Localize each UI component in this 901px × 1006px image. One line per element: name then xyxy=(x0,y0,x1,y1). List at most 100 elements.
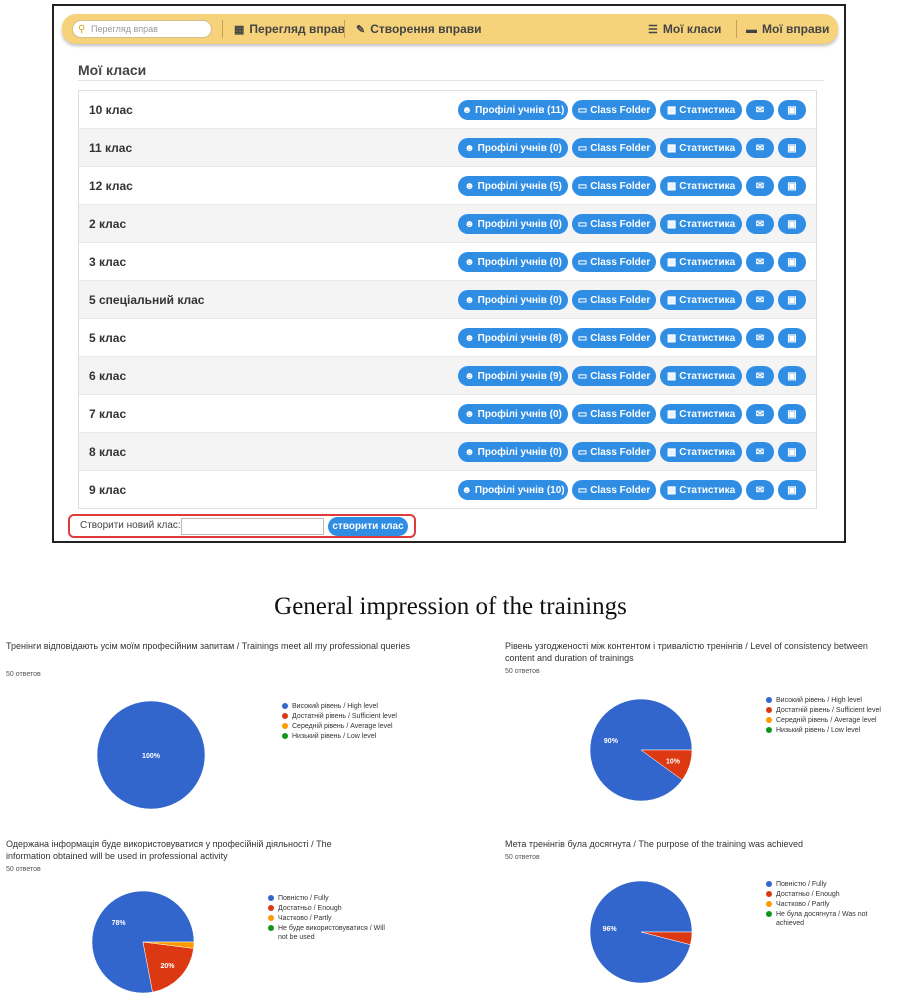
legend-label: Достатній рівень / Sufficient level xyxy=(776,707,881,714)
class-folder-button[interactable]: ▭ Class Folder xyxy=(572,138,656,158)
message-button[interactable]: ✉ xyxy=(746,480,774,500)
statistics-button[interactable]: ▩ Статистика xyxy=(660,366,742,386)
statistics-button[interactable]: ▩ Статистика xyxy=(660,480,742,500)
delete-button[interactable]: ▣ xyxy=(778,252,806,272)
student-profiles-button[interactable]: ☻ Профілі учнів (0) xyxy=(458,290,568,310)
envelope-icon: ✉ xyxy=(755,408,765,420)
trash-icon: ▣ xyxy=(787,104,797,116)
class-folder-button[interactable]: ▭ Class Folder xyxy=(572,328,656,348)
figure-caption: General impression of the trainings xyxy=(274,593,627,620)
legend-dot xyxy=(766,707,772,713)
class-folder-button[interactable]: ▭ Class Folder xyxy=(572,100,656,120)
delete-button[interactable]: ▣ xyxy=(778,176,806,196)
student-profiles-button[interactable]: ☻ Профілі учнів (0) xyxy=(458,442,568,462)
button-label: Class Folder xyxy=(590,332,651,344)
folder-open-icon: ▭ xyxy=(577,294,588,306)
create-class-button[interactable]: створити клас xyxy=(328,517,408,536)
button-label: Профілі учнів (10) xyxy=(474,484,565,496)
statistics-button[interactable]: ▩ Статистика xyxy=(660,100,742,120)
button-label: Профілі учнів (0) xyxy=(477,294,562,306)
nav-my-classes[interactable]: ☰ Мої класи xyxy=(648,22,721,36)
message-button[interactable]: ✉ xyxy=(746,366,774,386)
statistics-button[interactable]: ▩ Статистика xyxy=(660,214,742,234)
statistics-button[interactable]: ▩ Статистика xyxy=(660,404,742,424)
button-label: Профілі учнів (0) xyxy=(477,408,562,420)
row-actions: ☻ Профілі учнів (0) ▭ Class Folder ▩ Статисти… xyxy=(458,138,806,158)
class-folder-button[interactable]: ▭ Class Folder xyxy=(572,404,656,424)
slice-label: 100% xyxy=(142,753,161,760)
statistics-button[interactable]: ▩ Статистика xyxy=(660,290,742,310)
delete-button[interactable]: ▣ xyxy=(778,214,806,234)
legend-item: Низький рівень / Low level xyxy=(282,732,422,741)
legend-dot xyxy=(282,703,288,709)
class-name: 2 клас xyxy=(89,217,127,231)
statistics-button[interactable]: ▩ Статистика xyxy=(660,252,742,272)
class-folder-button[interactable]: ▭ Class Folder xyxy=(572,480,656,500)
student-profiles-button[interactable]: ☻ Профілі учнів (0) xyxy=(458,252,568,272)
message-button[interactable]: ✉ xyxy=(746,176,774,196)
legend-dot xyxy=(766,697,772,703)
delete-button[interactable]: ▣ xyxy=(778,138,806,158)
student-profiles-button[interactable]: ☻ Профілі учнів (10) xyxy=(458,480,568,500)
student-profiles-button[interactable]: ☻ Профілі учнів (0) xyxy=(458,138,568,158)
pie-slice xyxy=(96,700,206,810)
student-profiles-button[interactable]: ☻ Профілі учнів (0) xyxy=(458,404,568,424)
row-actions: ☻ Профілі учнів (0) ▭ Class Folder ▩ Статисти… xyxy=(458,252,806,272)
search-input[interactable]: ⚲ Перегляд вправ xyxy=(72,20,212,38)
button-label: Профілі учнів (0) xyxy=(477,256,562,268)
nav-create-exercise[interactable]: ✎ Створення вправи xyxy=(356,22,482,36)
search-icon: ⚲ xyxy=(78,24,86,35)
message-button[interactable]: ✉ xyxy=(746,214,774,234)
class-folder-button[interactable]: ▭ Class Folder xyxy=(572,214,656,234)
student-profiles-button[interactable]: ☻ Профілі учнів (8) xyxy=(458,328,568,348)
statistics-button[interactable]: ▩ Статистика xyxy=(660,138,742,158)
student-profiles-button[interactable]: ☻ Профілі учнів (11) xyxy=(458,100,568,120)
pie-chart: 96% xyxy=(589,880,693,984)
legend-label: Низький рівень / Low level xyxy=(776,727,861,734)
slice-label: 20% xyxy=(161,963,176,970)
pie-slice xyxy=(142,941,195,949)
message-button[interactable]: ✉ xyxy=(746,328,774,348)
delete-button[interactable]: ▣ xyxy=(778,442,806,462)
button-label: Профілі учнів (0) xyxy=(477,446,562,458)
new-class-input[interactable] xyxy=(181,518,324,535)
message-button[interactable]: ✉ xyxy=(746,252,774,272)
student-profiles-button[interactable]: ☻ Профілі учнів (9) xyxy=(458,366,568,386)
delete-button[interactable]: ▣ xyxy=(778,290,806,310)
slice-label: 10% xyxy=(666,758,681,765)
class-row: 8 клас ☻ Профілі учнів (0) ▭ Class Folder ▩ Ст… xyxy=(79,433,816,471)
statistics-button[interactable]: ▩ Статистика xyxy=(660,442,742,462)
delete-button[interactable]: ▣ xyxy=(778,328,806,348)
statistics-button[interactable]: ▩ Статистика xyxy=(660,328,742,348)
bar-chart-icon: ▩ xyxy=(666,370,677,382)
legend-item: Достатній рівень / Sufficient level xyxy=(282,712,422,721)
student-profiles-button[interactable]: ☻ Профілі учнів (5) xyxy=(458,176,568,196)
class-folder-button[interactable]: ▭ Class Folder xyxy=(572,442,656,462)
student-profiles-button[interactable]: ☻ Профілі учнів (0) xyxy=(458,214,568,234)
class-folder-button[interactable]: ▭ Class Folder xyxy=(572,366,656,386)
delete-button[interactable]: ▣ xyxy=(778,366,806,386)
class-folder-button[interactable]: ▭ Class Folder xyxy=(572,290,656,310)
chart-legend: Високий рівень / High level Достатній рів… xyxy=(282,702,422,742)
statistics-button[interactable]: ▩ Статистика xyxy=(660,176,742,196)
delete-button[interactable]: ▣ xyxy=(778,480,806,500)
class-row: 11 клас ☻ Профілі учнів (0) ▭ Class Folder ▩ С… xyxy=(79,129,816,167)
class-folder-button[interactable]: ▭ Class Folder xyxy=(572,252,656,272)
class-name: 11 клас xyxy=(89,141,133,155)
page-title: Мої класи xyxy=(78,62,147,78)
message-button[interactable]: ✉ xyxy=(746,442,774,462)
button-label: Статистика xyxy=(679,180,736,192)
message-button[interactable]: ✉ xyxy=(746,404,774,424)
class-folder-button[interactable]: ▭ Class Folder xyxy=(572,176,656,196)
message-button[interactable]: ✉ xyxy=(746,100,774,120)
nav-my-exercises[interactable]: ▬ Мої вправи xyxy=(746,22,829,36)
nav-view-exercises[interactable]: ▦ Перегляд вправ xyxy=(234,22,345,36)
folder-icon: ▬ xyxy=(746,24,757,36)
message-button[interactable]: ✉ xyxy=(746,290,774,310)
legend-dot xyxy=(268,925,274,931)
delete-button[interactable]: ▣ xyxy=(778,100,806,120)
message-button[interactable]: ✉ xyxy=(746,138,774,158)
bar-chart-icon: ▩ xyxy=(666,446,677,458)
legend-label: Низький рівень / Low level xyxy=(292,733,377,740)
delete-button[interactable]: ▣ xyxy=(778,404,806,424)
